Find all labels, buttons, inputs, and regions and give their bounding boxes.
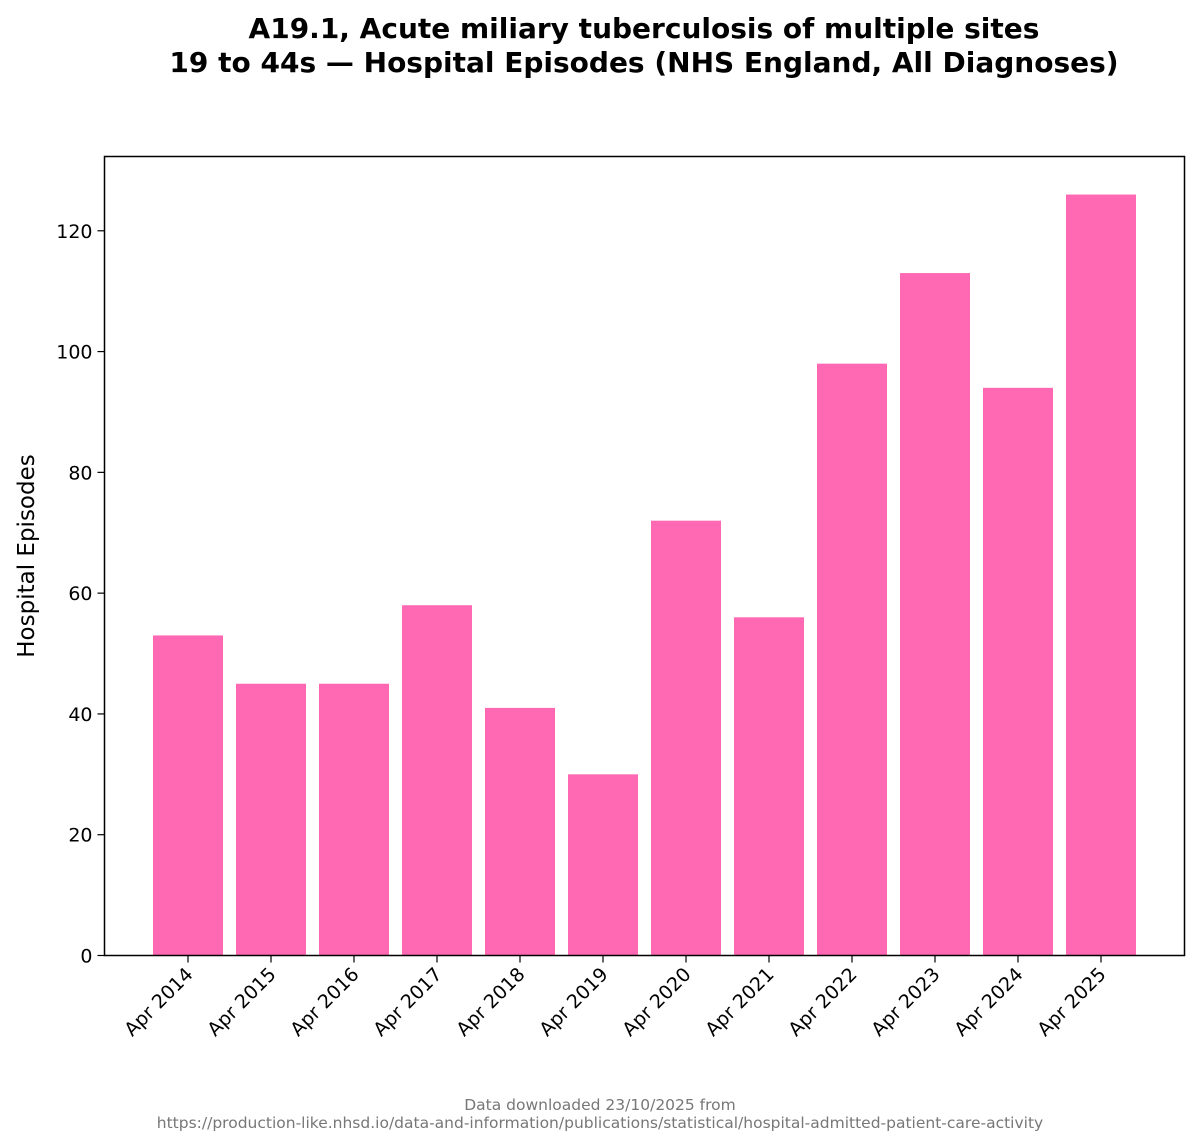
bars-group [153,194,1136,956]
bar-apr-2017 [402,605,472,956]
bar-apr-2024 [983,387,1053,956]
y-tick-label: 120 [56,221,92,243]
bar-apr-2014 [153,635,223,956]
y-tick-label: 0 [80,946,92,968]
y-tick-label: 40 [68,704,92,726]
x-tick-label: Apr 2016 [286,963,363,1040]
y-tick-label: 60 [68,583,92,605]
x-tick-label: Apr 2022 [784,963,861,1040]
x-tick-label: Apr 2017 [369,963,446,1040]
chart-subtitle: 19 to 44s — Hospital Episodes (NHS Engla… [169,46,1118,79]
bar-apr-2022 [817,363,887,956]
y-tick-label: 100 [56,342,92,364]
x-tick-label: Apr 2023 [867,963,944,1040]
bar-apr-2018 [485,707,555,956]
bar-apr-2020 [651,520,721,956]
bar-apr-2015 [236,683,306,956]
footer-source-line2: https://production-like.nhsd.io/data-and… [157,1114,1043,1132]
bar-apr-2023 [900,273,970,956]
bar-apr-2019 [568,774,638,956]
chart-title: A19.1, Acute miliary tuberculosis of mul… [249,12,1040,45]
bar-apr-2016 [319,683,389,956]
footer-source-line1: Data downloaded 23/10/2025 from [464,1096,736,1114]
x-axis-ticks: Apr 2014 Apr 2015 Apr 2016 Apr 2017 Apr 2018… [120,955,1111,1041]
x-tick-label: Apr 2021 [701,963,778,1040]
y-axis-ticks: 0 20 40 60 80 100 120 [56,221,105,968]
x-tick-label: Apr 2015 [203,963,280,1040]
plot-frame [103,155,1186,957]
y-tick-label: 20 [68,825,92,847]
y-axis-label: Hospital Episodes [14,454,40,657]
bar-apr-2025 [1066,194,1136,956]
x-tick-label: Apr 2018 [452,963,529,1040]
x-tick-label: Apr 2025 [1033,963,1110,1040]
x-tick-label: Apr 2024 [950,963,1027,1040]
x-tick-label: Apr 2014 [120,963,197,1040]
x-tick-label: Apr 2020 [618,963,695,1040]
y-tick-label: 80 [68,462,92,484]
bar-apr-2021 [734,617,804,956]
x-tick-label: Apr 2019 [535,963,612,1040]
